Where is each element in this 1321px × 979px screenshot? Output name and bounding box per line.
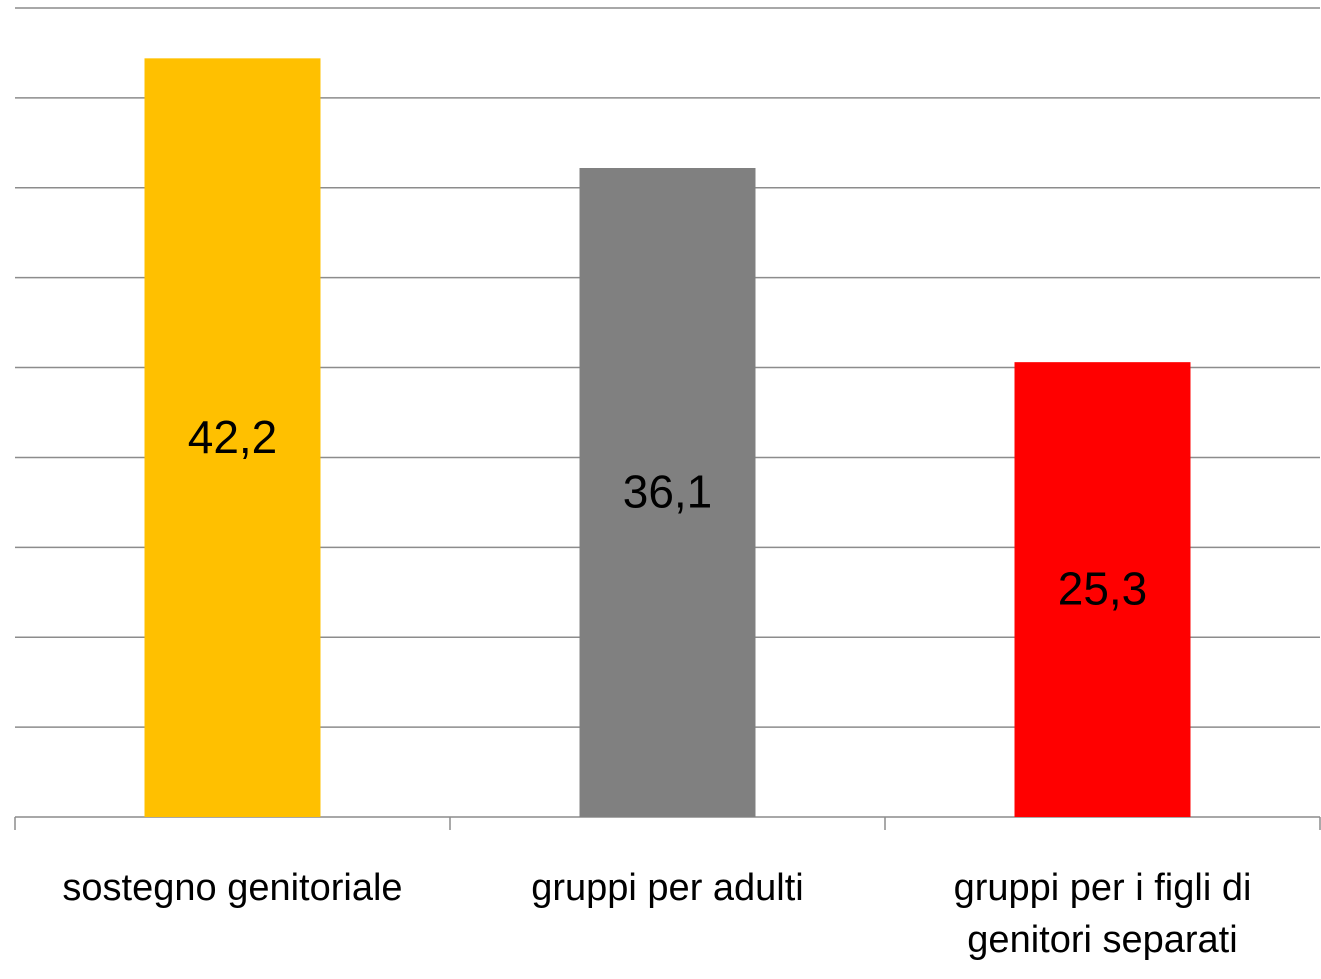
bar	[144, 58, 321, 818]
bar	[579, 168, 756, 818]
data-label: 36,1	[623, 466, 713, 518]
x-tick-label: gruppi per i figli di genitori separati	[953, 867, 1252, 961]
x-tick-label: sostegno genitoriale	[62, 867, 403, 909]
data-label: 25,3	[1058, 563, 1148, 615]
bar	[1014, 362, 1191, 817]
x-tick-label: gruppi per adulti	[531, 867, 804, 909]
data-label: 42,2	[188, 411, 278, 463]
